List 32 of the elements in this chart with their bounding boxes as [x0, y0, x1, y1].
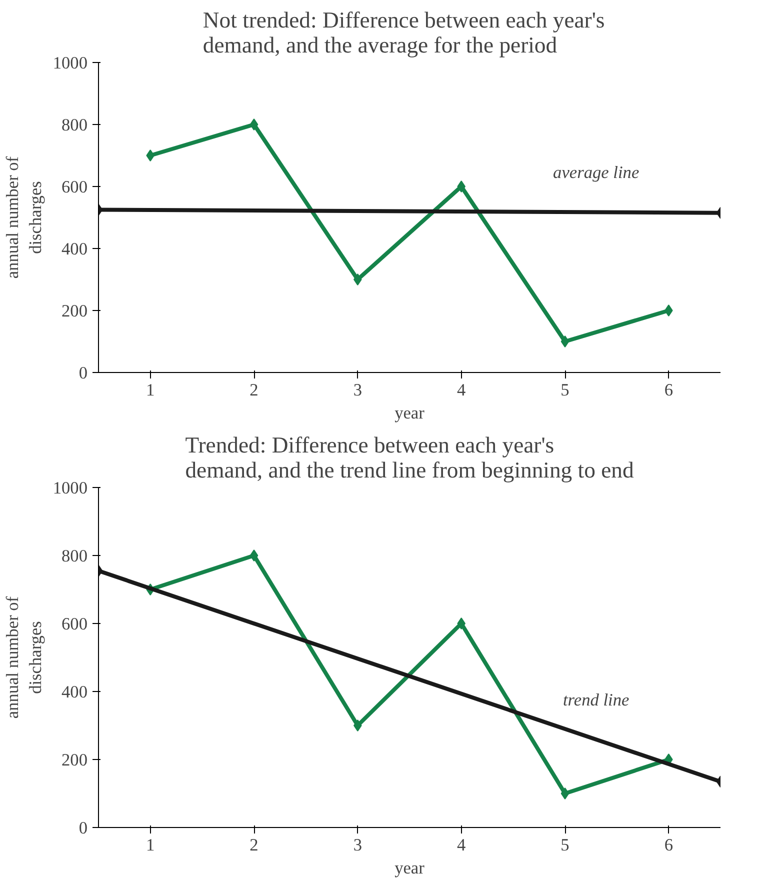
y-tick-label: 200: [62, 750, 88, 770]
x-axis-title: year: [394, 858, 425, 878]
y-tick-label: 400: [62, 240, 88, 258]
y-tick-label: 1000: [52, 54, 88, 72]
x-tick-label: 2: [250, 380, 258, 400]
x-tick-label: 4: [457, 380, 466, 400]
annotation: trend line: [562, 690, 630, 710]
y-tick-label: 800: [62, 546, 88, 566]
x-tick-label: 2: [250, 836, 258, 854]
chart-title: Not trended: Difference between each year's demand, and the average for the period: [202, 8, 605, 58]
y-tick-label: 1000: [52, 478, 88, 498]
annotation: average line: [553, 163, 640, 182]
x-tick-label: 4: [457, 836, 466, 854]
y-tick-label: 200: [62, 302, 88, 320]
y-axis-title: annual number of discharges: [3, 596, 45, 719]
y-tick-label: 600: [62, 614, 88, 634]
x-tick-label: 5: [560, 380, 570, 400]
y-tick-label: 0: [78, 364, 88, 382]
x-tick-label: 3: [353, 380, 362, 400]
y-tick-label: 800: [62, 116, 88, 134]
x-tick-label: 6: [664, 380, 674, 400]
x-tick-label: 6: [664, 836, 674, 854]
y-tick-label: 400: [62, 682, 88, 702]
x-axis-title: year: [394, 404, 425, 422]
x-tick-label: 1: [146, 380, 155, 400]
x-tick-label: 1: [146, 836, 155, 854]
y-tick-label: 0: [78, 818, 88, 838]
chart-title: Trended: Difference between each year's demand, and the trend line from beginning to end: [185, 432, 634, 482]
y-tick-label: 600: [62, 178, 88, 196]
x-tick-label: 5: [560, 836, 570, 854]
x-tick-label: 3: [353, 836, 362, 854]
y-axis-title: annual number of discharges: [3, 156, 45, 279]
